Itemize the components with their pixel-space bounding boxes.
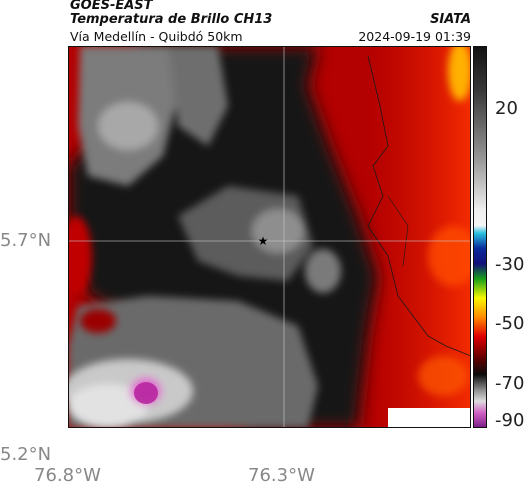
satellite-name: GOES-EAST [70, 0, 153, 13]
star-icon: ★ [258, 234, 269, 248]
latitude-label: 5.2°N [0, 444, 52, 465]
colorbar-tick-label: -90 [495, 410, 525, 431]
product-title: Temperatura de Brillo CH13 [70, 12, 273, 27]
colorbar-tick-label: -50 [495, 313, 525, 334]
longitude-label: 76.3°W [248, 465, 315, 486]
timestamp: 2024-09-19 01:39 [358, 29, 471, 44]
brightness-temperature-map: ★ [68, 46, 471, 428]
colorbar [473, 46, 487, 428]
organization-label: SIATA [430, 12, 471, 27]
longitude-label: 76.8°W [34, 465, 101, 486]
latitude-label: 5.7°N [0, 230, 52, 251]
colorbar-tick-label: -70 [495, 373, 525, 394]
region-subtitle: Vía Medellín - Quibdó 50km [70, 29, 243, 44]
colorbar-tick-label: -30 [495, 254, 525, 275]
colorbar-tick-label: 20 [495, 98, 518, 119]
